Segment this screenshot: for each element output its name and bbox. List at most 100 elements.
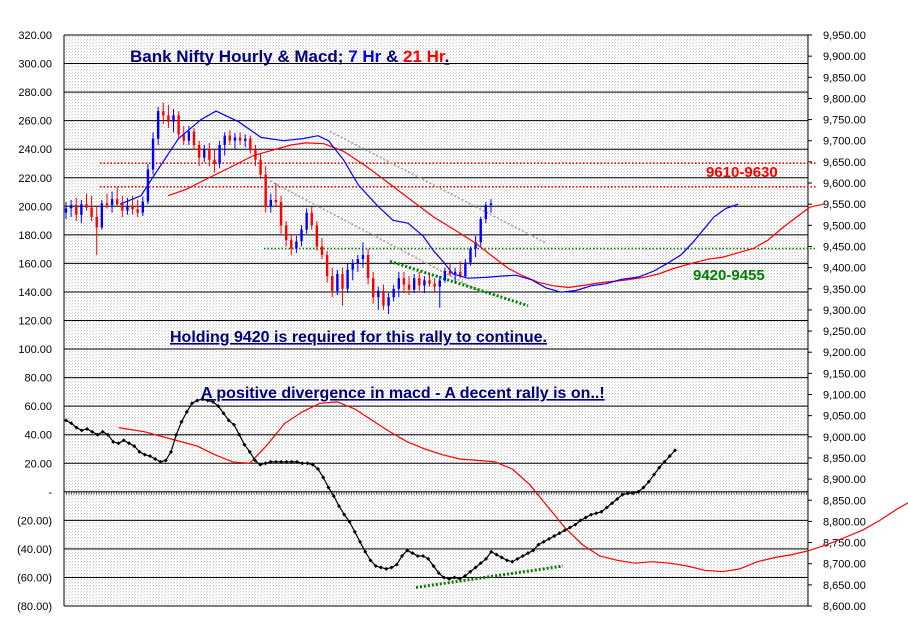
price-bar-body xyxy=(65,208,67,212)
price-bar-body xyxy=(357,259,359,263)
right-tick-label: 9,950.00 xyxy=(823,30,866,42)
price-bar-body xyxy=(311,213,313,226)
price-bar-body xyxy=(418,278,420,285)
left-tick-label: 240.00 xyxy=(18,144,52,156)
price-bar-body xyxy=(198,145,200,158)
price-bar-body xyxy=(96,217,98,228)
price-bar-body xyxy=(398,278,400,289)
price-bar-body xyxy=(224,136,226,145)
annotation-holding: Holding 9420 is required for this rally … xyxy=(170,329,547,346)
price-bar-body xyxy=(428,280,430,283)
price-bar-body xyxy=(75,205,77,215)
price-bar-body xyxy=(444,271,446,280)
price-bar-body xyxy=(372,278,374,297)
left-tick-label: 280.00 xyxy=(18,87,52,99)
price-bar-body xyxy=(218,145,220,164)
left-tick-label: 140.00 xyxy=(18,287,52,299)
price-bar-body xyxy=(126,206,128,210)
price-bar-body xyxy=(203,149,205,157)
left-tick-label: 300.00 xyxy=(18,59,52,71)
price-bar-body xyxy=(234,137,236,140)
right-tick-label: 9,150.00 xyxy=(823,368,866,380)
price-bar-body xyxy=(80,204,82,215)
right-tick-label: 8,650.00 xyxy=(823,580,866,592)
price-bar-body xyxy=(336,274,338,291)
price-bar-body xyxy=(362,255,364,259)
left-tick-label: 320.00 xyxy=(18,30,52,42)
left-tick-label: 220.00 xyxy=(18,173,52,185)
right-tick-label: 9,800.00 xyxy=(823,93,866,105)
left-tick-label: 40.00 xyxy=(24,430,52,442)
chart-title-part-2: & xyxy=(381,47,403,66)
price-bar-body xyxy=(413,278,415,289)
chart-title-part-1: 7 Hr xyxy=(348,47,381,66)
price-bar-body xyxy=(490,203,492,205)
price-bar-body xyxy=(121,204,123,210)
left-tick-label: 100.00 xyxy=(18,344,52,356)
price-bar-body xyxy=(485,205,487,219)
right-tick-label: 9,250.00 xyxy=(823,326,866,338)
price-bar-body xyxy=(106,203,108,205)
price-bar-body xyxy=(275,200,277,202)
price-bar-body xyxy=(270,200,272,206)
left-tick-label: 120.00 xyxy=(18,316,52,328)
right-tick-label: 9,850.00 xyxy=(823,72,866,84)
price-bar-body xyxy=(341,274,343,289)
right-tick-label: 8,900.00 xyxy=(823,474,866,486)
price-bar-body xyxy=(300,230,302,242)
right-tick-label: 8,800.00 xyxy=(823,516,866,528)
price-bar-body xyxy=(321,246,323,254)
price-bar-body xyxy=(423,280,425,285)
gridlines xyxy=(64,35,808,606)
right-tick-label: 9,400.00 xyxy=(823,263,866,275)
left-tick-label: 20.00 xyxy=(24,458,52,470)
chart-title-part-3: 21 Hr xyxy=(403,47,446,66)
price-bar-body xyxy=(285,225,287,240)
right-tick-label: 9,300.00 xyxy=(823,305,866,317)
price-bar-body xyxy=(259,160,261,175)
price-bar-body xyxy=(229,136,231,141)
price-bar-body xyxy=(167,115,169,121)
left-tick-label: (80.00) xyxy=(17,601,52,613)
right-tick-label: 9,600.00 xyxy=(823,178,866,190)
chart-title-part-0: Bank Nifty Hourly & Macd; xyxy=(130,47,348,66)
left-tick-label: (60.00) xyxy=(17,572,52,584)
right-tick-label: 8,850.00 xyxy=(823,495,866,507)
price-bar-body xyxy=(152,139,154,170)
price-bar-body xyxy=(244,139,246,141)
price-bar-body xyxy=(177,115,179,134)
right-tick-label: 9,350.00 xyxy=(823,284,866,296)
left-tick-label: 200.00 xyxy=(18,201,52,213)
price-bar-body xyxy=(162,111,164,115)
price-bar-body xyxy=(367,255,369,278)
price-bar-body xyxy=(331,276,333,291)
right-tick-label: 9,000.00 xyxy=(823,432,866,444)
price-bar-body xyxy=(136,209,138,212)
annotation-divergence: A positive divergence in macd - A decent… xyxy=(201,385,605,402)
right-tick-label: 8,700.00 xyxy=(823,559,866,571)
price-bar-body xyxy=(239,137,241,140)
price-bar-body xyxy=(264,175,266,207)
price-bar-body xyxy=(131,206,133,209)
chart-title-part-4: . xyxy=(445,47,450,66)
price-bar-body xyxy=(454,272,456,274)
price-bar-body xyxy=(213,160,215,164)
left-tick-label: (40.00) xyxy=(17,544,52,556)
price-bar-body xyxy=(480,219,482,242)
price-bar-body xyxy=(403,278,405,284)
price-bar-body xyxy=(116,199,118,204)
chart-title: Bank Nifty Hourly & Macd; 7 Hr & 21 Hr. xyxy=(130,47,449,66)
right-tick-label: 9,200.00 xyxy=(823,347,866,359)
price-bar-body xyxy=(101,203,103,227)
price-bar-body xyxy=(433,284,435,287)
left-tick-label: 60.00 xyxy=(24,401,52,413)
price-bar-body xyxy=(408,285,410,290)
price-bar-body xyxy=(387,297,389,305)
left-tick-label: 80.00 xyxy=(24,373,52,385)
price-bar-body xyxy=(85,204,87,207)
right-tick-label: 8,600.00 xyxy=(823,601,866,613)
price-bar-body xyxy=(290,240,292,248)
right-tick-label: 9,750.00 xyxy=(823,115,866,127)
left-tick-label: 260.00 xyxy=(18,116,52,128)
